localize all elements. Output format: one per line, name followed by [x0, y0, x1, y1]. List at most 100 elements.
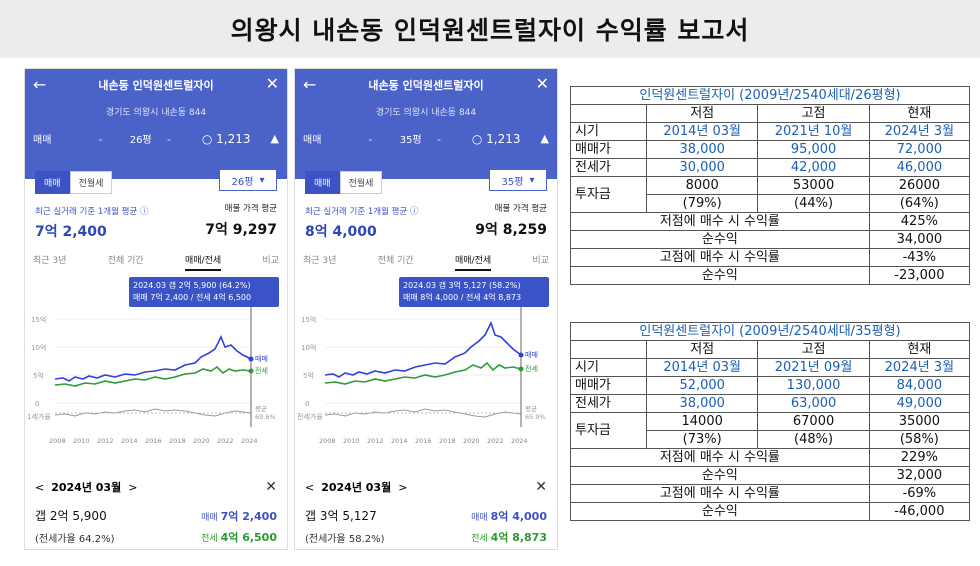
info-icon[interactable]: ⓘ [139, 207, 149, 217]
x-label: 2022 [487, 437, 504, 445]
summary-value: -43% [868, 248, 971, 267]
y-label: 전세가율 [297, 412, 323, 421]
arrow-left-icon[interactable]: ← [33, 75, 47, 94]
ratio-avg-tag: 평균 [525, 404, 537, 413]
tab-all-period[interactable]: 전체 기간 [107, 256, 144, 266]
table-cell: 46,000 [868, 158, 971, 177]
close-icon[interactable]: ✕ [535, 74, 549, 93]
ratio-series-line [324, 408, 522, 418]
phone-screen-26: ← 내손동 인덕원센트럴자이 ✕ 경기도 의왕시 내손동 844 매매 ⌄ 26… [24, 68, 288, 550]
summary-label: 순수익 [570, 466, 870, 485]
chevron-down-icon: ⌄ [367, 134, 374, 143]
chevron-down-icon: ▾ [259, 174, 265, 186]
chart-tooltip: 2024.03 갭 2억 5,900 (64.2%) 매매 7억 2,400 /… [129, 277, 279, 307]
price-chart[interactable]: 15억 10억 5억 0 1세가율 매매 전세 평균 69.6% 2008 20… [25, 307, 287, 457]
table-cell: 42,000 [757, 158, 870, 177]
ratio-series-line [54, 408, 252, 417]
app-header: ← 내손동 인덕원센트럴자이 ✕ 경기도 의왕시 내손동 844 매매 ⌄ 35… [295, 69, 557, 179]
table-cell: 14000 [645, 412, 759, 431]
comment-count[interactable]: ○ 1,213 [471, 131, 521, 146]
table-cell: 67000 [757, 412, 870, 431]
deal-toggle: 매매 전월세 [305, 171, 383, 194]
x-label: 2016 [415, 437, 432, 445]
size-dropdown[interactable]: 35평 ▾ [489, 169, 547, 191]
tab-recent-3y[interactable]: 최근 3년 [303, 256, 337, 266]
bell-icon[interactable]: ▲ [540, 132, 549, 145]
deal-type-select[interactable]: 매매 [303, 135, 322, 146]
table-row: 고점에 매수 시 수익률 -69% [570, 484, 971, 503]
close-icon[interactable]: ✕ [265, 479, 277, 495]
x-label: 2024 [241, 437, 258, 445]
x-label: 2022 [217, 437, 234, 445]
table-cell: 2021년 10월 [757, 122, 870, 141]
y-label: 0 [305, 400, 309, 408]
bell-icon[interactable]: ▲ [270, 132, 279, 145]
tooltip-prices: 매매 7억 2,400 / 전세 4억 6,500 [133, 293, 252, 302]
gap-value: 갭 3억 5,127 [305, 509, 377, 523]
x-label: 2008 [319, 437, 336, 445]
table-cell: 30,000 [645, 158, 759, 177]
tab-all-period[interactable]: 전체 기간 [377, 256, 414, 266]
trade-tag: 매매 [525, 351, 538, 359]
ask-value: 7억 9,297 [205, 222, 277, 238]
tab-recent-3y[interactable]: 최근 3년 [33, 256, 67, 266]
table-cell: (64%) [868, 194, 971, 213]
comment-icon: ○ [201, 131, 213, 146]
toggle-trade[interactable]: 매매 [305, 171, 340, 194]
table-cell: 2014년 03월 [645, 122, 759, 141]
close-icon[interactable]: ✕ [265, 74, 279, 93]
table-cell: (79%) [645, 194, 759, 213]
ask-label: 매물 가격 평균 [494, 204, 547, 214]
tab-trade-jeonse[interactable]: 매매/전세 [454, 253, 492, 271]
y-label: 0 [35, 400, 39, 408]
table-cell: (73%) [645, 430, 759, 449]
col-header: 저점 [645, 340, 759, 359]
comment-icon: ○ [471, 131, 483, 146]
chart-tooltip: 2024.03 갭 3억 5,127 (58.2%) 매매 8억 4,000 /… [399, 277, 549, 307]
size-select[interactable]: 26평 [129, 135, 152, 146]
gap-row: 갭 2억 5,900 매매 7억 2,400 [35, 507, 277, 524]
size-select[interactable]: 35평 [399, 135, 422, 146]
arrow-left-icon[interactable]: ← [303, 75, 317, 94]
price-chart[interactable]: 15억 10억 5억 0 전세가율 매매 전세 평균 65.9% 2008 20… [295, 307, 557, 457]
tooltip-gap: 2024.03 갭 2억 5,900 (64.2%) [133, 281, 251, 290]
toggle-trade[interactable]: 매매 [35, 171, 70, 194]
size-dropdown[interactable]: 26평 ▾ [219, 169, 277, 191]
avg-label: 최근 실거래 기준 1개월 평균 ⓘ [35, 207, 149, 217]
ratio-row: (전세가율 64.2%) 전세 4억 6,500 [35, 529, 277, 545]
summary-label: 저점에 매수 시 수익률 [570, 448, 870, 467]
tab-trade-jeonse[interactable]: 매매/전세 [184, 253, 222, 271]
tab-compare[interactable]: 비교 [532, 256, 549, 266]
summary-value: 32,000 [868, 466, 971, 485]
row-label: 매매가 [570, 140, 647, 159]
apartment-name: 내손동 인덕원센트럴자이 [98, 79, 214, 92]
tab-compare[interactable]: 비교 [262, 256, 279, 266]
deal-type-select[interactable]: 매매 [33, 135, 52, 146]
row-label: 시기 [570, 122, 647, 141]
prev-month-button[interactable]: < [35, 480, 45, 494]
comment-count[interactable]: ○ 1,213 [201, 131, 251, 146]
x-label: 2024 [511, 437, 528, 445]
selected-month-row: < 2024년 03월 > ✕ [305, 479, 547, 495]
table-cell: 2024년 3월 [868, 358, 971, 377]
next-month-button[interactable]: > [398, 480, 408, 494]
close-icon[interactable]: ✕ [535, 479, 547, 495]
summary-value: -23,000 [868, 266, 971, 285]
x-label: 2018 [439, 437, 456, 445]
info-icon[interactable]: ⓘ [409, 207, 419, 217]
next-month-button[interactable]: > [128, 480, 138, 494]
table-cell: 2024년 3월 [868, 122, 971, 141]
toggle-rent[interactable]: 전월세 [339, 171, 383, 194]
table-cell: 35000 [868, 412, 971, 431]
col-header: 현재 [868, 104, 971, 123]
table-row: 전세가 38,000 63,000 49,000 [570, 394, 971, 413]
table-cell: 52,000 [645, 376, 759, 395]
row-label: 매매가 [570, 376, 647, 395]
jeonse-ratio: (전세가율 64.2%) [35, 533, 115, 545]
table-row: 저점에 매수 시 수익률 425% [570, 212, 971, 231]
summary-value: -69% [868, 484, 971, 503]
prev-month-button[interactable]: < [305, 480, 315, 494]
toggle-rent[interactable]: 전월세 [69, 171, 113, 194]
x-label: 2012 [97, 437, 114, 445]
row-label: 전세가 [570, 394, 647, 413]
